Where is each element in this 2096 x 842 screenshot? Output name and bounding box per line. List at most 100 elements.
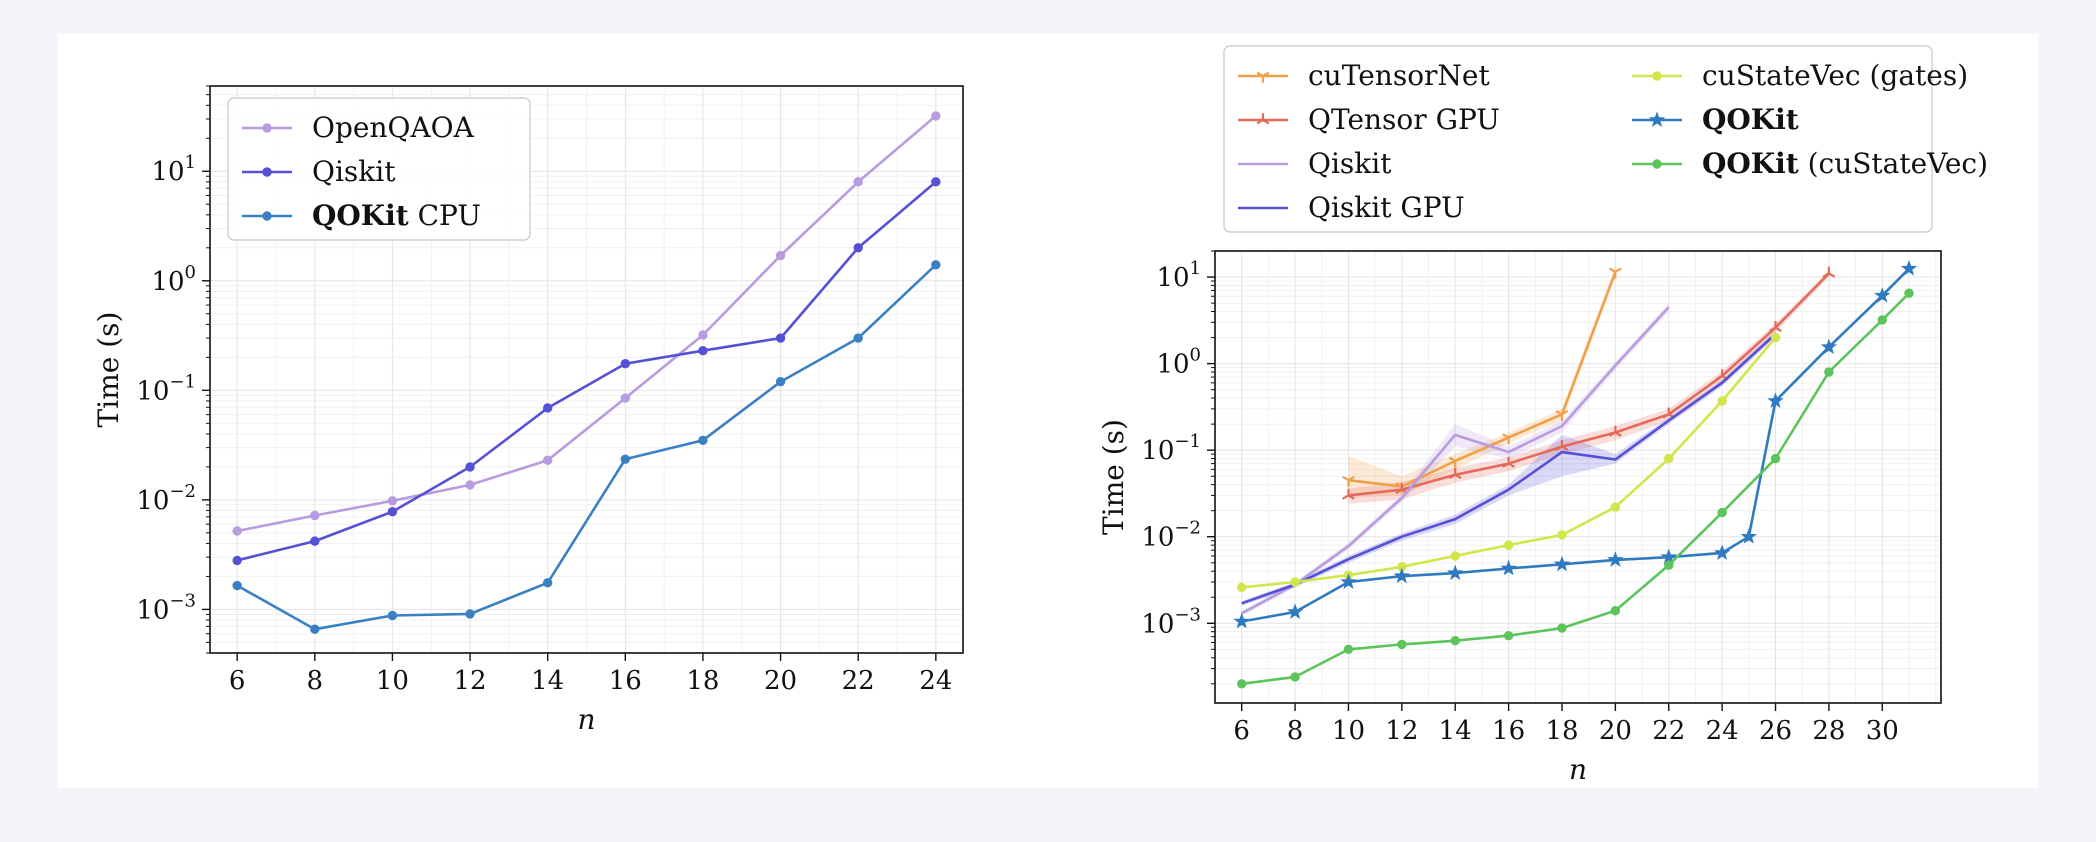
x-tick-label: 10 xyxy=(1332,716,1365,746)
x-tick-label: 18 xyxy=(686,666,719,696)
data-point xyxy=(1393,567,1410,584)
series-line xyxy=(236,180,937,562)
data-point xyxy=(465,462,475,472)
data-point xyxy=(465,609,475,619)
data-point xyxy=(1233,612,1250,629)
x-axis: 6 8 10 12 14 16 18 20 22 24 26 28 30 n xyxy=(1233,703,1899,786)
series-line xyxy=(1241,333,1777,605)
series-line xyxy=(1241,292,1910,686)
data-point xyxy=(1502,433,1515,445)
data-point xyxy=(1767,392,1784,409)
data-point xyxy=(387,610,398,621)
data-point xyxy=(1502,456,1515,468)
data-point xyxy=(1555,409,1569,421)
series-line xyxy=(1348,271,1617,488)
legend-label: cuStateVec (gates) xyxy=(1702,59,1968,92)
data-point xyxy=(1503,630,1514,641)
data-point xyxy=(232,580,242,591)
x-tick-label: 16 xyxy=(1492,716,1525,746)
data-point xyxy=(775,333,786,343)
data-point xyxy=(1713,544,1731,560)
data-point xyxy=(775,376,786,387)
chart-canvas: 6 8 10 12 14 16 18 20 22 24 n 10−3 10−2 10−1 100 101 Tim… xyxy=(92,45,1988,786)
data-point xyxy=(931,177,941,187)
data-point xyxy=(698,346,708,356)
x-tick-label: 20 xyxy=(1599,716,1632,746)
legend-item-3: QOKit CPU xyxy=(242,199,481,232)
data-point xyxy=(620,393,631,403)
x-tick-label: 24 xyxy=(919,666,952,696)
series-line xyxy=(236,114,937,533)
data-point xyxy=(1290,672,1300,682)
legend-marker xyxy=(1256,71,1270,83)
series-1 xyxy=(232,111,941,536)
y-tick-label: 101 xyxy=(1156,258,1201,293)
legend-item-6: QOKit xyxy=(1632,103,1799,136)
plot-frame xyxy=(209,85,964,654)
data-point xyxy=(1557,623,1567,633)
x-tick-label: 14 xyxy=(531,666,564,696)
data-point xyxy=(1664,453,1674,464)
data-point xyxy=(542,578,553,588)
x-tick-label: 30 xyxy=(1866,716,1899,746)
legend-marker xyxy=(1648,111,1666,128)
x-tick-label: 28 xyxy=(1812,716,1845,746)
data-point xyxy=(853,177,863,187)
data-point xyxy=(1290,577,1300,587)
data-point xyxy=(1877,315,1887,325)
y-tick-label: 10−3 xyxy=(136,590,196,625)
data-point xyxy=(310,624,320,634)
data-point xyxy=(1340,573,1357,590)
data-point xyxy=(232,526,242,536)
x-tick-label: 22 xyxy=(1652,716,1685,746)
data-point xyxy=(1236,582,1247,593)
data-point xyxy=(1717,507,1727,518)
legend-marker xyxy=(1652,71,1662,81)
legend-label: Qiskit GPU xyxy=(1308,191,1465,224)
x-axis-label: n xyxy=(1569,753,1587,786)
data-point xyxy=(1770,453,1781,464)
series-2 xyxy=(232,177,941,566)
data-point xyxy=(1448,456,1462,468)
legend-item-2: Qiskit xyxy=(242,155,396,188)
y-axis-label: Time (s) xyxy=(1097,419,1130,535)
data-point xyxy=(775,250,786,261)
chart-2: 6 8 10 12 14 16 18 20 22 24 26 28 30 n 10−3 10−2 10−1 100… xyxy=(1097,250,1942,786)
data-point xyxy=(1342,475,1355,487)
data-point xyxy=(1448,468,1462,480)
data-point xyxy=(1660,548,1677,565)
y-axis: 10−3 10−2 10−1 100 101 Time (s) xyxy=(92,85,210,654)
grid-lines xyxy=(1214,250,1941,703)
legend-label: Qiskit xyxy=(312,155,396,188)
series-3 xyxy=(232,260,941,634)
legend-item-4: Qiskit GPU xyxy=(1238,191,1465,224)
data-point xyxy=(698,435,708,445)
data-point xyxy=(1608,425,1622,437)
data-point xyxy=(542,455,553,465)
data-point xyxy=(1822,266,1836,278)
legend-label: QTensor GPU xyxy=(1308,103,1500,136)
legend-item-1: cuTensorNet xyxy=(1238,59,1491,92)
data-point xyxy=(1286,603,1304,619)
y-tick-label: 101 xyxy=(151,152,196,187)
data-point xyxy=(1450,551,1460,561)
series-3 xyxy=(1241,306,1670,615)
series-6 xyxy=(1233,260,1918,629)
data-point xyxy=(1397,639,1407,650)
data-point xyxy=(1610,502,1621,512)
x-tick-label: 24 xyxy=(1706,716,1739,746)
data-point xyxy=(310,536,320,546)
series-1 xyxy=(1342,267,1622,494)
data-point xyxy=(1607,551,1624,567)
data-point xyxy=(931,111,941,121)
plot-frame xyxy=(1214,250,1942,704)
series-4 xyxy=(1241,333,1777,605)
y-tick-label: 100 xyxy=(151,262,196,297)
legend-item-5: cuStateVec (gates) xyxy=(1632,59,1968,92)
data-point xyxy=(1557,530,1567,540)
data-point xyxy=(853,333,863,343)
data-point xyxy=(465,480,475,490)
data-point xyxy=(1236,679,1247,689)
data-point xyxy=(1450,635,1460,646)
legend-label: QOKit (cuStateVec) xyxy=(1702,147,1988,180)
